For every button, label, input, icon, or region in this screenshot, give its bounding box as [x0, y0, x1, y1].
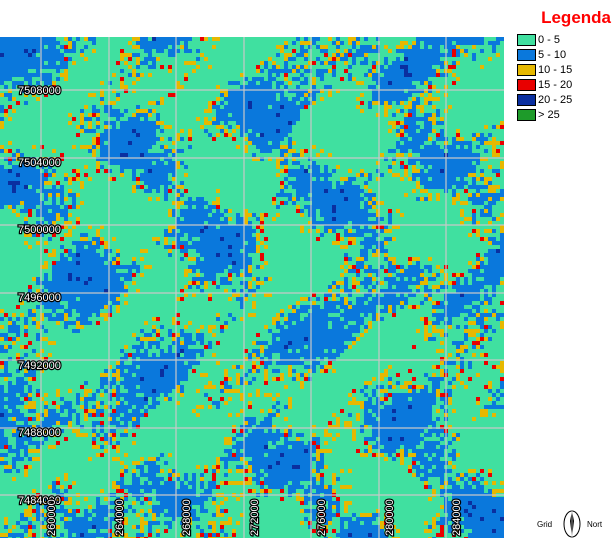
- northing-label: 7508000: [18, 85, 61, 97]
- easting-label: 284000: [451, 499, 463, 536]
- legend-label: 0 - 5: [538, 33, 561, 46]
- legend-swatch: [517, 108, 536, 121]
- easting-label: 280000: [384, 499, 396, 536]
- northing-label: 7496000: [18, 292, 61, 304]
- legend-label: > 25: [538, 108, 560, 121]
- legend-swatch: [517, 48, 536, 61]
- legend: Legenda 0 - 5 5 - 10 10 - 15 15 - 20 20 …: [514, 8, 614, 122]
- northing-labels: 7508000 7504000 7500000 7496000 7492000 …: [17, 84, 62, 508]
- legend-label: 10 - 15: [538, 63, 573, 76]
- easting-label: 272000: [249, 499, 261, 536]
- easting-label: 260000: [46, 499, 58, 536]
- legend-swatch: [517, 33, 536, 46]
- easting-labels: 260000 264000 268000 272000 276000 28000…: [45, 498, 464, 537]
- legend-item: 15 - 20: [514, 77, 614, 92]
- easting-label: 264000: [114, 499, 126, 536]
- legend-swatch: [517, 63, 536, 76]
- legend-swatch: [517, 93, 536, 106]
- legend-label: 15 - 20: [538, 78, 573, 91]
- legend-swatch: [517, 78, 536, 91]
- legend-title: Legenda: [541, 8, 611, 27]
- northing-label: 7488000: [18, 427, 61, 439]
- graticule: [0, 37, 504, 538]
- northing-label: 7484000: [18, 495, 61, 507]
- compass-icon: [563, 510, 581, 538]
- legend-item: 20 - 25: [514, 92, 614, 107]
- north-arrow: Grid Nort: [537, 509, 614, 538]
- legend-label: 20 - 25: [538, 93, 573, 106]
- north-arrow-left-label: Grid: [537, 520, 553, 529]
- easting-label: 268000: [181, 499, 193, 536]
- legend-item: > 25: [514, 107, 614, 122]
- legend-item: 0 - 5: [514, 32, 614, 47]
- slope-map[interactable]: 7508000 7504000 7500000 7496000 7492000 …: [0, 37, 504, 538]
- legend-label: 5 - 10: [538, 48, 567, 61]
- easting-label: 276000: [316, 499, 328, 536]
- legend-item: 5 - 10: [514, 47, 614, 62]
- northing-label: 7492000: [18, 360, 61, 372]
- northing-label: 7500000: [18, 224, 61, 236]
- map-canvas: 7508000 7504000 7500000 7496000 7492000 …: [0, 37, 504, 538]
- north-arrow-right-label: Nort: [587, 520, 603, 529]
- legend-item: 10 - 15: [514, 62, 614, 77]
- slope-raster: [0, 37, 504, 538]
- northing-label: 7504000: [18, 157, 61, 169]
